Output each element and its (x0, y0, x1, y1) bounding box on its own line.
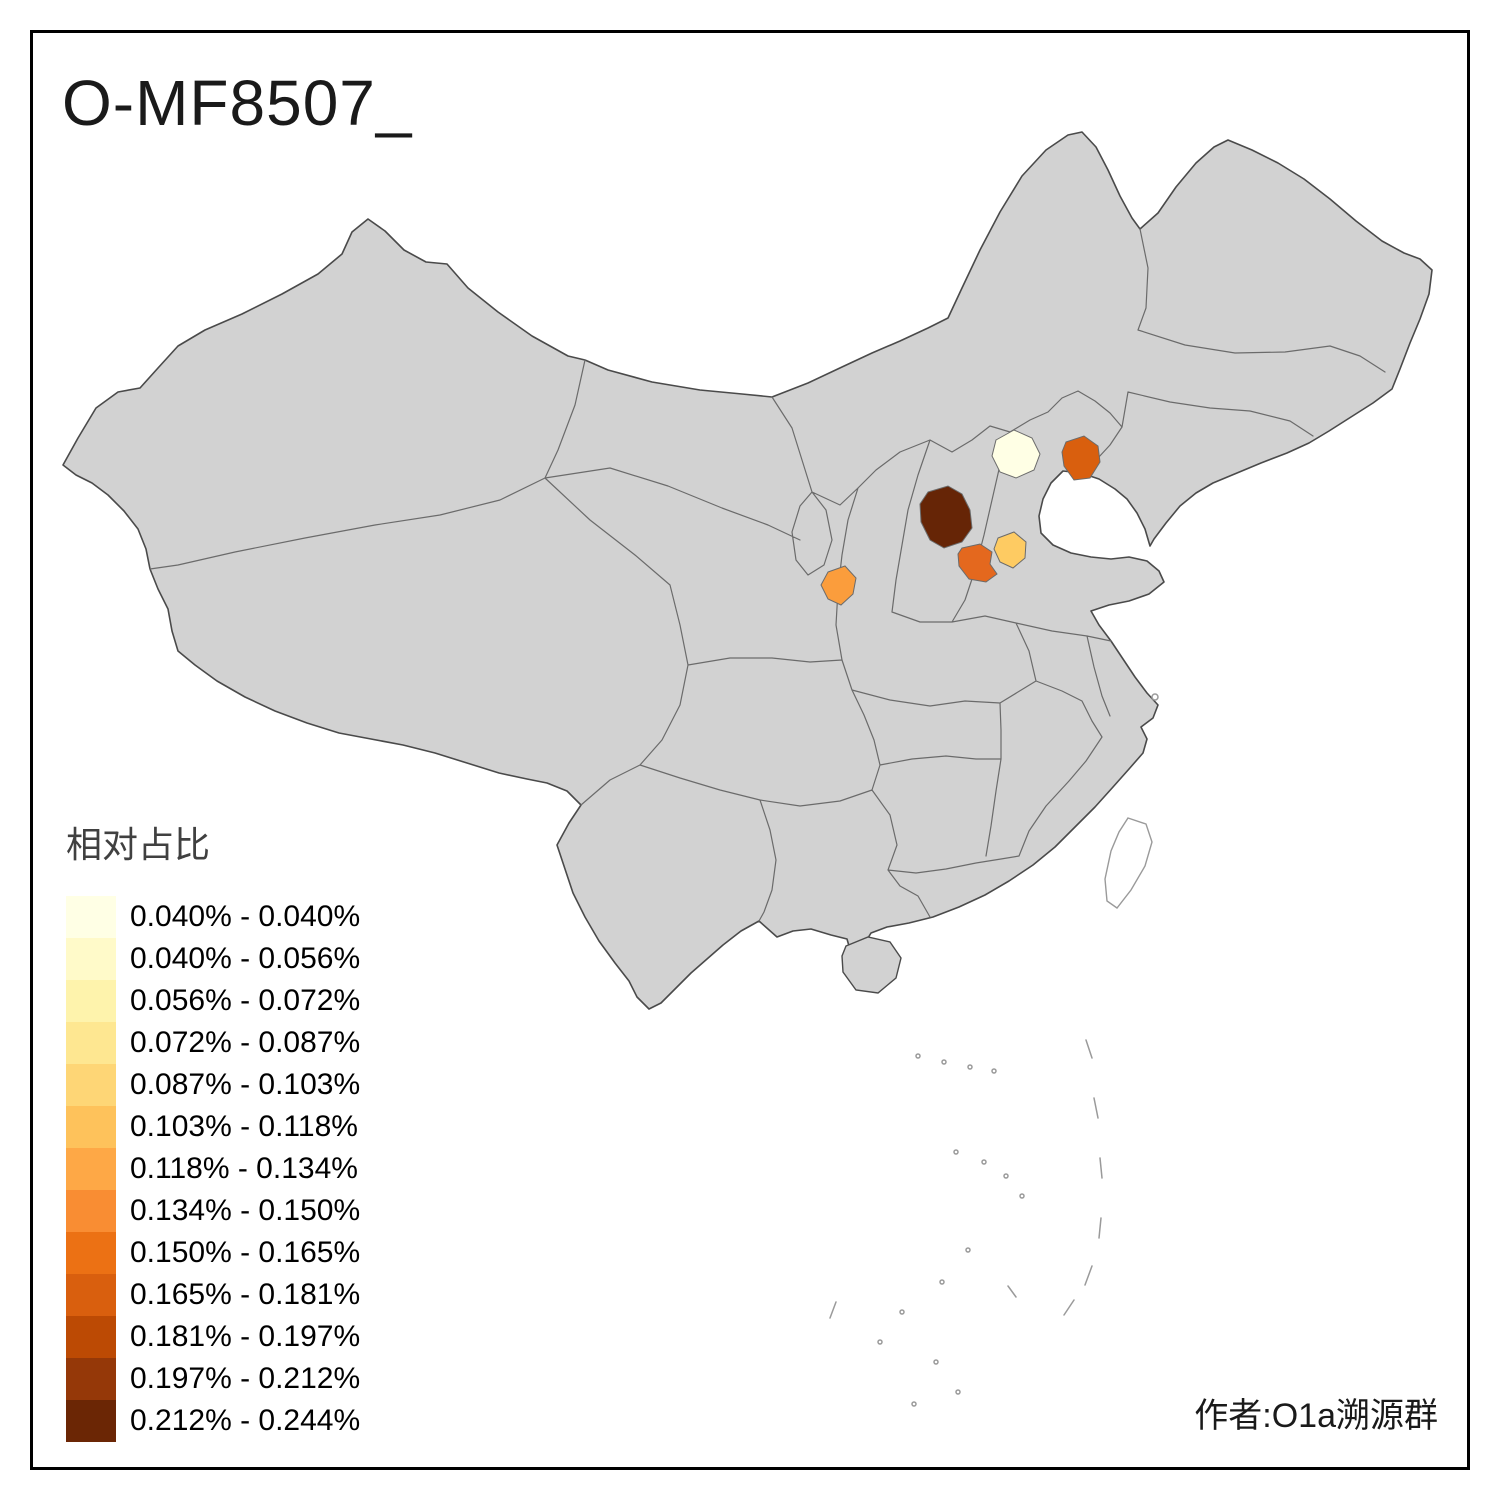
island-speck (1003, 1173, 1009, 1179)
legend-item-label: 0.134% - 0.150% (130, 1194, 361, 1227)
legend-swatch (66, 1316, 116, 1358)
legend-swatch (66, 1190, 116, 1232)
page-title: O-MF8507_ (62, 67, 413, 139)
legend-item: 0.087% - 0.103% (66, 1064, 360, 1106)
province-borders (149, 228, 1386, 922)
choropleth-region-2 (1061, 435, 1101, 481)
legend-swatch (66, 1064, 116, 1106)
legend-item: 0.040% - 0.056% (66, 938, 360, 980)
island-speck (991, 1068, 997, 1074)
legend-item: 0.040% - 0.040% (66, 896, 360, 938)
island-speck (911, 1401, 917, 1407)
choropleth-region-3 (919, 485, 973, 549)
legend-swatch (66, 1274, 116, 1316)
island-speck (899, 1309, 905, 1315)
choropleth-region-5 (993, 531, 1027, 569)
legend-item-label: 0.118% - 0.134% (130, 1152, 358, 1185)
legend-item: 0.118% - 0.134% (66, 1148, 360, 1190)
legend-swatch (66, 1358, 116, 1400)
legend-item: 0.197% - 0.212% (66, 1358, 360, 1400)
island-speck (965, 1247, 971, 1253)
island-speck (939, 1279, 945, 1285)
legend-item: 0.150% - 0.165% (66, 1232, 360, 1274)
legend-item-label: 0.087% - 0.103% (130, 1068, 361, 1101)
legend-title: 相对占比 (66, 824, 211, 865)
taiwan-island (1104, 817, 1153, 909)
legend-item-label: 0.197% - 0.212% (130, 1362, 361, 1395)
legend-swatch (66, 1400, 116, 1442)
choropleth-region-4 (957, 543, 998, 583)
legend-item: 0.181% - 0.197% (66, 1316, 360, 1358)
island-speck (953, 1149, 959, 1155)
island-speck (1151, 693, 1159, 701)
legend-swatch (66, 980, 116, 1022)
legend-item-label: 0.212% - 0.244% (130, 1404, 361, 1437)
island-speck (915, 1053, 921, 1059)
legend-swatch (66, 1232, 116, 1274)
island-speck (877, 1339, 883, 1345)
legend-swatch (66, 938, 116, 980)
legend-item: 0.056% - 0.072% (66, 980, 360, 1022)
choropleth-region-1 (991, 429, 1041, 479)
china-mainland (62, 131, 1433, 1010)
legend-item-label: 0.056% - 0.072% (130, 984, 361, 1017)
legend: 相对占比 0.040% - 0.040% 0.040% - 0.056% 0.056… (66, 816, 360, 1442)
hainan-island (841, 936, 902, 994)
island-speck (1019, 1193, 1025, 1199)
legend-swatch (66, 1022, 116, 1064)
legend-swatch (66, 1106, 116, 1148)
island-speck (933, 1359, 939, 1365)
legend-swatch (66, 1148, 116, 1190)
legend-items: 0.040% - 0.040% 0.040% - 0.056% 0.056% - 0… (66, 896, 360, 1442)
legend-item-label: 0.103% - 0.118% (130, 1110, 358, 1143)
island-speck (941, 1059, 947, 1065)
legend-item-label: 0.165% - 0.181% (130, 1278, 361, 1311)
legend-item: 0.212% - 0.244% (66, 1400, 360, 1442)
island-speck (955, 1389, 961, 1395)
legend-item-label: 0.040% - 0.040% (130, 900, 361, 933)
legend-item: 0.072% - 0.087% (66, 1022, 360, 1064)
choropleth-region-6 (820, 565, 857, 606)
attribution-text: 作者:O1a溯源群 (1194, 1397, 1438, 1435)
legend-item-label: 0.150% - 0.165% (130, 1236, 361, 1269)
legend-item: 0.103% - 0.118% (66, 1106, 360, 1148)
legend-item: 0.134% - 0.150% (66, 1190, 360, 1232)
legend-item-label: 0.181% - 0.197% (130, 1320, 361, 1353)
legend-item-label: 0.040% - 0.056% (130, 942, 361, 975)
island-speck (967, 1064, 973, 1070)
island-speck (981, 1159, 987, 1165)
south-china-sea-islands (829, 693, 1159, 1407)
legend-swatch (66, 896, 116, 938)
legend-item: 0.165% - 0.181% (66, 1274, 360, 1316)
nine-dash-line (829, 1039, 1103, 1319)
legend-item-label: 0.072% - 0.087% (130, 1026, 361, 1059)
